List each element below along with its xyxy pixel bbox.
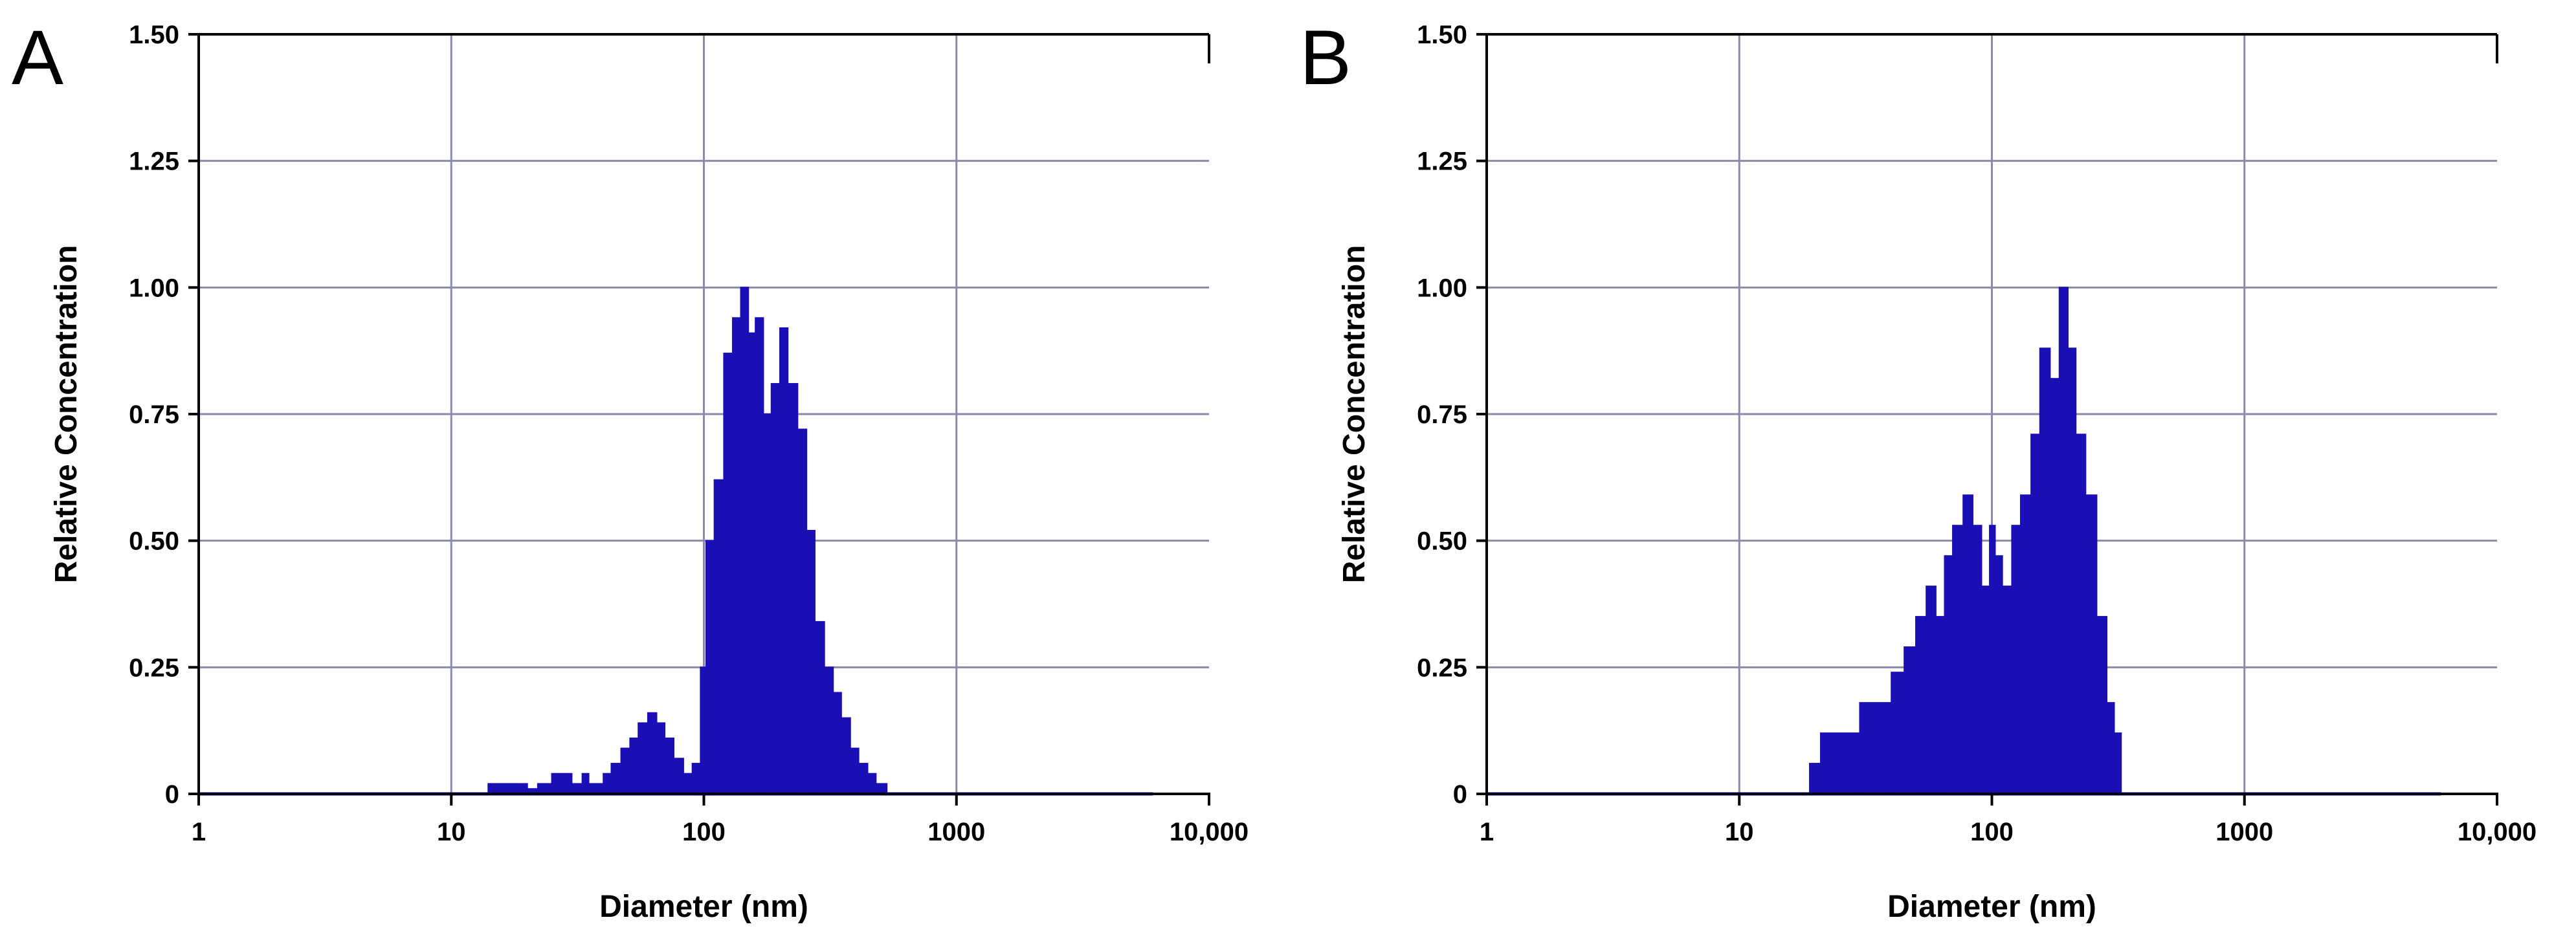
x-tick-label: 10,000 bbox=[2458, 818, 2537, 846]
histogram-bar bbox=[2039, 347, 2051, 795]
histogram-bar bbox=[2106, 702, 2115, 795]
histogram-bar bbox=[1859, 702, 1893, 795]
y-tick-label: 0.75 bbox=[1417, 401, 1467, 429]
histogram-bar bbox=[700, 666, 707, 795]
x-tick-label: 10 bbox=[437, 818, 466, 846]
histogram-bar bbox=[1809, 763, 1821, 795]
histogram-bar bbox=[858, 763, 869, 795]
y-tick-label: 0.50 bbox=[1417, 527, 1467, 556]
histogram-bar bbox=[1962, 494, 1973, 795]
chart-svg: 0 0.25 0.50 0.75 1.00 1.25 1.50 1 10 100 1000 10,00… bbox=[1300, 14, 2537, 924]
histogram-bar bbox=[629, 737, 639, 795]
x-tick-label: 10 bbox=[1725, 818, 1754, 846]
histogram-bar bbox=[806, 530, 816, 795]
y-tick-label: 1.25 bbox=[1417, 148, 1467, 176]
histogram-bar bbox=[840, 717, 851, 795]
histogram-bar bbox=[797, 428, 808, 795]
histogram-bar bbox=[2058, 287, 2069, 795]
histogram-bar bbox=[2030, 434, 2041, 795]
histogram-bar bbox=[2011, 525, 2021, 795]
histogram-bar bbox=[1891, 672, 1905, 795]
y-tick-label: 0.25 bbox=[1417, 653, 1467, 682]
y-tick-label: 1.00 bbox=[129, 274, 179, 302]
histogram-bar bbox=[2001, 586, 2013, 795]
y-tick-label: 0.50 bbox=[129, 527, 179, 556]
histogram-bar bbox=[551, 773, 573, 795]
histogram-bar bbox=[603, 773, 612, 795]
histogram-bars bbox=[1809, 287, 2122, 795]
histogram-bar bbox=[1989, 525, 1996, 795]
x-tick-label: 1 bbox=[192, 818, 206, 846]
histogram-bar bbox=[762, 413, 772, 795]
histogram-bar bbox=[682, 773, 693, 795]
histogram-bar bbox=[849, 747, 860, 795]
histogram-bar bbox=[664, 737, 674, 795]
x-tick-label: 10,000 bbox=[1170, 818, 1249, 846]
histogram-bar bbox=[705, 540, 715, 795]
y-axis-label: Relative Concentration bbox=[49, 245, 83, 584]
y-tick-label: 0.25 bbox=[129, 653, 179, 682]
histogram-bar bbox=[713, 479, 725, 795]
histogram-bars bbox=[487, 287, 888, 795]
y-tick-label: 0.75 bbox=[129, 401, 179, 429]
histogram-bar bbox=[2049, 378, 2060, 795]
y-tick-label: 1.50 bbox=[1417, 21, 1467, 49]
histogram-bar bbox=[2067, 347, 2077, 795]
histogram-bar bbox=[620, 747, 631, 795]
histogram-bar bbox=[2075, 434, 2087, 795]
chart-svg: 0 0.25 0.50 0.75 1.00 1.25 1.50 1 10 100 1000 10,00… bbox=[12, 14, 1249, 924]
y-tick-label: 1.25 bbox=[129, 148, 179, 176]
chart-panel-b: 0 0.25 0.50 0.75 1.00 1.25 1.50 1 10 100 1000 10,00… bbox=[1288, 0, 2576, 944]
histogram-bar bbox=[1915, 616, 1927, 795]
histogram-bar bbox=[638, 722, 649, 795]
histogram-bar bbox=[1971, 525, 1982, 795]
x-tick-label: 1 bbox=[1480, 818, 1494, 846]
histogram-bar bbox=[748, 332, 757, 795]
histogram-bar bbox=[2096, 616, 2108, 795]
histogram-bar bbox=[656, 722, 666, 795]
histogram-bar bbox=[1994, 555, 2003, 795]
histogram-bar bbox=[740, 287, 749, 795]
histogram-bar bbox=[2019, 494, 2032, 795]
histogram-bar bbox=[610, 763, 622, 795]
panel-letter: B bbox=[1300, 14, 1351, 101]
histogram-bar bbox=[770, 383, 781, 795]
histogram-bar bbox=[832, 692, 842, 795]
histogram-bar bbox=[787, 383, 799, 795]
histogram-bar bbox=[647, 712, 658, 795]
histogram-bar bbox=[672, 758, 684, 795]
x-axis-label: Diameter (nm) bbox=[599, 890, 808, 924]
y-tick-label: 1.00 bbox=[1417, 274, 1467, 302]
histogram-bar bbox=[1935, 616, 1946, 795]
histogram-bar bbox=[814, 620, 825, 795]
histogram-bar bbox=[1904, 646, 1917, 795]
y-tick-label: 0 bbox=[1453, 780, 1467, 809]
x-tick-label: 1000 bbox=[927, 818, 985, 846]
histogram-bar bbox=[1944, 555, 1954, 795]
chart-panel-a: 0 0.25 0.50 0.75 1.00 1.25 1.50 1 10 100 1000 10,00… bbox=[12, 14, 1249, 924]
x-tick-label: 1000 bbox=[2215, 818, 2273, 846]
histogram-bar bbox=[731, 317, 742, 795]
histogram-bar bbox=[2113, 732, 2122, 795]
histogram-bar bbox=[1981, 586, 1991, 795]
histogram-bar bbox=[823, 666, 834, 795]
histogram-bar bbox=[1952, 525, 1964, 795]
x-tick-label: 100 bbox=[682, 818, 726, 846]
panel-letter: A bbox=[12, 14, 63, 101]
x-axis-label: Diameter (nm) bbox=[1887, 890, 2096, 924]
x-tick-label: 100 bbox=[1970, 818, 2014, 846]
histogram-bar bbox=[723, 353, 733, 795]
y-tick-label: 0 bbox=[165, 780, 179, 809]
y-axis-label: Relative Concentration bbox=[1337, 245, 1371, 584]
histogram-bar bbox=[1926, 586, 1937, 795]
histogram-bar bbox=[755, 317, 764, 795]
histogram-bar bbox=[691, 763, 702, 795]
histogram-bar bbox=[867, 773, 877, 795]
y-tick-label: 1.50 bbox=[129, 21, 179, 49]
histogram-bar bbox=[1819, 732, 1861, 795]
histogram-bar bbox=[779, 327, 789, 795]
histogram-bar bbox=[2085, 494, 2098, 795]
histogram-bar bbox=[581, 773, 590, 795]
